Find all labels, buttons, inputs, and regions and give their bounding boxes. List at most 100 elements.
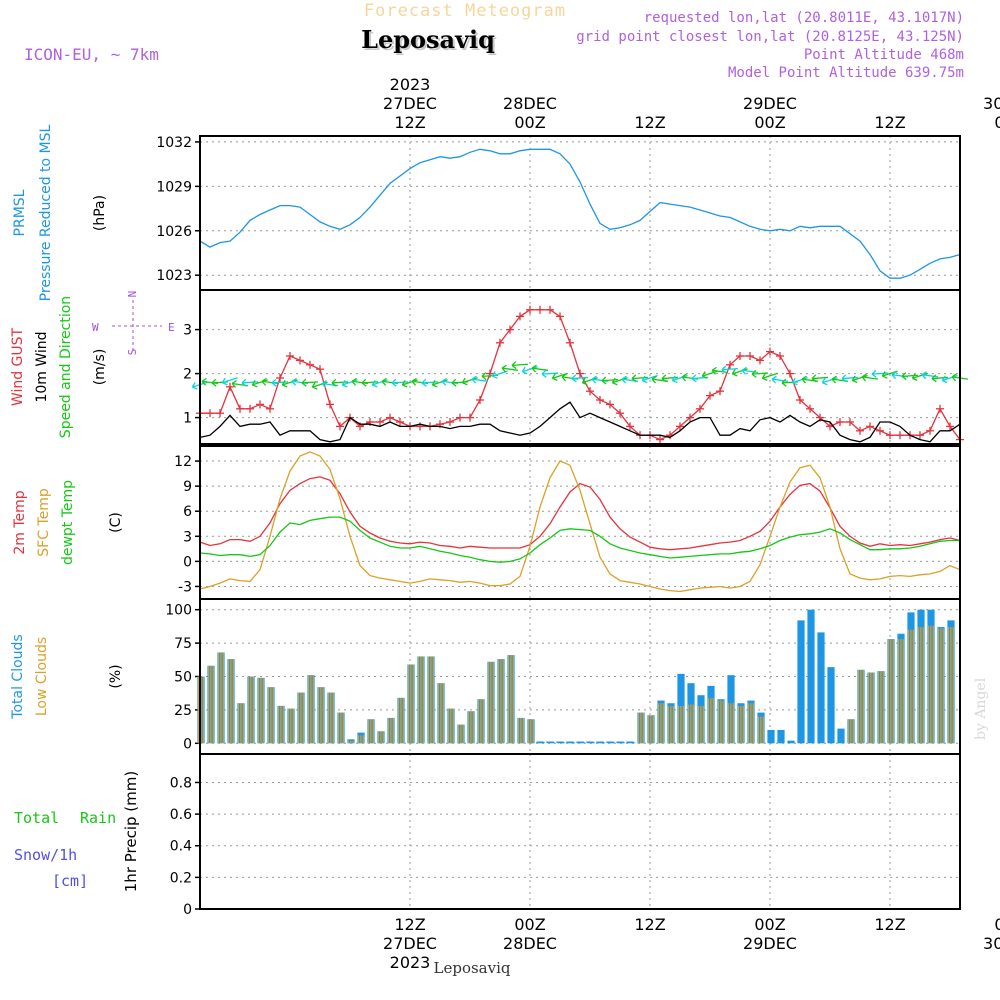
temperature-panel: -3 0 3 6 9 12 2m Temp SFC Temp dewpt Temp (C) (12, 445, 961, 600)
low-cloud-stripe (277, 705, 280, 744)
low-cloud-stripe (702, 705, 704, 744)
low-cloud-stripe (502, 659, 504, 744)
low-cloud-stripe (300, 692, 302, 744)
gust-marker (796, 396, 804, 404)
gust-marker (606, 400, 614, 409)
model-altitude: Model Point Altitude 639.75m (728, 65, 964, 81)
low-cloud-stripe (722, 700, 724, 744)
wind-barb (271, 378, 289, 387)
svg-text:E: E (168, 321, 175, 334)
wind-barb (251, 379, 268, 388)
low-cloud-bar (367, 719, 374, 744)
wind-barb (821, 377, 838, 386)
low-cloud-stripe (512, 655, 514, 744)
low-cloud-stripe (467, 711, 470, 744)
low-cloud-stripe (222, 652, 224, 744)
gust-marker (766, 347, 774, 356)
low-cloud-stripe (660, 703, 662, 744)
low-cloud-stripe (682, 705, 684, 744)
time-axis-label: 12Z (874, 113, 905, 132)
low-cloud-stripe (900, 639, 902, 744)
y-tick-label: 3 (183, 529, 192, 545)
wind-barb (361, 378, 379, 387)
low-cloud-stripe (390, 717, 392, 744)
panel-units-label: (%) (108, 664, 124, 688)
low-cloud-stripe (492, 661, 494, 744)
low-cloud-stripe (422, 656, 424, 744)
panel-legend-label: 10m Wind (34, 331, 50, 402)
low-cloud-stripe (477, 699, 480, 744)
low-cloud-stripe (862, 669, 864, 744)
wind-barb (541, 369, 559, 378)
pressure-legend: PRMSL Pressure Reduced to MSL (hPa) (12, 124, 108, 301)
low-cloud-stripe (367, 719, 370, 744)
low-cloud-bar (507, 655, 514, 744)
gust-marker (286, 352, 294, 360)
low-cloud-stripe (942, 628, 944, 744)
low-cloud-stripe (530, 719, 532, 744)
low-cloud-stripe (197, 676, 200, 744)
low-cloud-stripe (747, 703, 750, 744)
y-tick-label: 0.2 (170, 870, 192, 886)
low-cloud-stripe (680, 705, 682, 744)
low-cloud-stripe (342, 712, 344, 744)
gust-marker (946, 422, 954, 431)
low-cloud-stripe (870, 672, 872, 744)
low-cloud-stripe (667, 705, 670, 744)
low-cloud-bar (467, 711, 474, 744)
low-cloud-stripe (287, 708, 290, 744)
low-cloud-stripe (897, 639, 900, 744)
low-cloud-bar (287, 708, 294, 744)
low-cloud-bar (307, 675, 314, 744)
low-cloud-stripe (450, 708, 452, 744)
wind-barb (811, 374, 829, 383)
low-cloud-stripe (520, 717, 522, 744)
low-cloud-stripe (882, 671, 884, 744)
total-cloud-bar (787, 740, 795, 744)
low-cloud-bar (917, 627, 924, 744)
product-title: Forecast Meteogram (364, 1, 566, 21)
panel-legend-label: Pressure Reduced to MSL (38, 124, 54, 301)
low-cloud-stripe (407, 664, 410, 744)
wind-barb (671, 374, 688, 384)
time-axis-label: 12Z (394, 113, 425, 132)
precip-axis-label: 1hr Precip (mm) (122, 771, 140, 892)
gust-marker (756, 356, 764, 365)
low-cloud-stripe (427, 656, 430, 744)
low-cloud-stripe (927, 625, 930, 744)
pressure-line (199, 148, 961, 279)
gust-marker (736, 352, 744, 360)
wind-barb (751, 369, 769, 378)
wind-barb (901, 372, 919, 381)
low-cloud-bar (707, 697, 714, 744)
low-cloud-stripe (267, 687, 270, 744)
low-cloud-bar (867, 672, 874, 744)
low-cloud-stripe (500, 659, 502, 744)
low-cloud-bar (397, 697, 404, 744)
low-cloud-stripe (302, 692, 304, 744)
low-cloud-stripe (710, 697, 712, 744)
low-cloud-stripe (650, 715, 652, 744)
low-cloud-stripe (272, 687, 274, 744)
2m-temp-line (199, 476, 961, 551)
y-tick-label: 100 (165, 603, 192, 619)
low-cloud-stripe (687, 704, 690, 744)
gust-marker (846, 418, 854, 426)
low-cloud-bar (327, 692, 334, 744)
low-cloud-stripe (417, 656, 420, 744)
y-tick-label: 0 (183, 736, 192, 752)
low-cloud-bar (887, 639, 894, 744)
low-cloud-bar (927, 625, 934, 744)
wind-barb (531, 364, 549, 373)
gust-marker (526, 305, 534, 314)
gust-marker (926, 426, 934, 435)
clouds-panel: 0 25 50 75 100 Total Clouds Low Clouds (%) (10, 598, 961, 755)
precip-legend-label: Total (14, 809, 59, 827)
low-cloud-bar (417, 656, 424, 744)
low-cloud-bar (877, 671, 884, 744)
low-cloud-bar (297, 692, 304, 744)
precip-legend-label: Rain (80, 809, 116, 827)
low-cloud-stripe (470, 711, 472, 744)
total-cloud-bar (777, 729, 785, 744)
gust-marker (806, 404, 814, 413)
